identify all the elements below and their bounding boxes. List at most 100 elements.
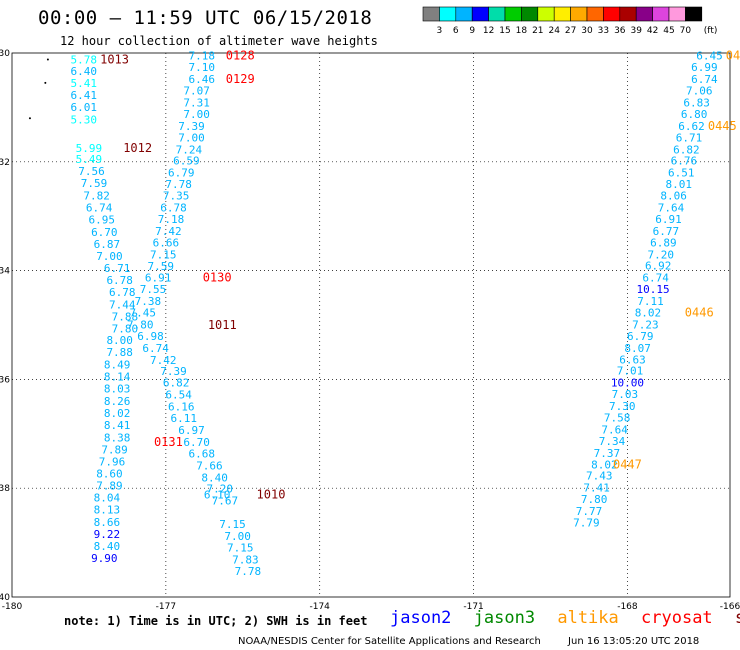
legend-cryosat: cryosat xyxy=(641,608,713,628)
pass-time-marker: 0447 xyxy=(613,457,642,471)
wave-height-label: 8.00 xyxy=(106,334,133,347)
wave-height-label: 7.20 xyxy=(648,248,675,261)
wave-height-label: 7.82 xyxy=(83,190,110,203)
wave-height-label: 6.78 xyxy=(106,274,133,287)
wave-height-label: 6.77 xyxy=(653,225,680,238)
x-tick-label: -174 xyxy=(309,602,330,612)
colorbar-label: 45 xyxy=(663,26,674,36)
wave-height-label: 8.03 xyxy=(104,383,131,396)
y-tick-label: -32 xyxy=(0,158,10,168)
wave-height-label: 8.02 xyxy=(591,458,618,471)
wave-height-label: 6.71 xyxy=(676,131,703,144)
wave-height-label: 5.30 xyxy=(71,113,98,126)
chart-title: 00:00 – 11:59 UTC 06/15/2018 xyxy=(38,7,373,29)
wave-height-label: 7.20 xyxy=(206,483,233,496)
colorbar-unit: (ft) xyxy=(704,26,718,36)
wave-height-label: 7.30 xyxy=(609,400,636,413)
wave-height-label: 9.22 xyxy=(94,528,121,541)
legend-jason3: jason3 xyxy=(473,608,536,628)
colorbar-swatch xyxy=(685,6,703,22)
wave-height-label: 8.49 xyxy=(104,359,131,372)
credit-line: NOAA/NESDIS Center for Satellite Applica… xyxy=(238,636,723,647)
wave-height-label: 7.41 xyxy=(583,482,610,495)
wave-height-label: 10.00 xyxy=(611,377,644,390)
wave-height-label: 6.01 xyxy=(71,101,98,114)
track-dot xyxy=(44,81,47,84)
wave-height-label: 6.59 xyxy=(173,155,200,168)
wave-height-label: 6.62 xyxy=(678,120,705,133)
wave-height-label: 7.88 xyxy=(112,310,139,323)
wave-height-label: 7.45 xyxy=(130,306,157,319)
wave-height-plot: -180 -177 -174 -171 -168 -166 -30 -32 -34 -36 -38 -… xyxy=(0,49,740,612)
wave-height-label: 7.55 xyxy=(140,283,167,296)
wave-height-label: 7.64 xyxy=(601,423,628,436)
colorbar-label: 70 xyxy=(680,26,692,36)
wave-height-label: 7.23 xyxy=(632,318,659,331)
y-tick-label: -34 xyxy=(0,267,10,277)
credit-timestamp: Jun 16 13:05:20 UTC 2018 xyxy=(568,636,700,647)
wave-height-label: 7.07 xyxy=(183,85,210,98)
wave-height-label: 7.24 xyxy=(176,143,203,156)
wave-height-label: 7.67 xyxy=(212,495,239,508)
wave-height-label: 7.15 xyxy=(150,248,177,261)
x-tick-label: -171 xyxy=(463,602,483,612)
wave-height-label: 8.02 xyxy=(635,306,662,319)
plot-frame xyxy=(11,52,731,598)
wave-height-label: 6.78 xyxy=(109,286,136,299)
wave-height-label: 6.82 xyxy=(673,143,700,156)
wave-height-label: 6.54 xyxy=(165,389,192,402)
wave-height-label: 6.45 xyxy=(696,50,723,63)
satellite-legend: jason2 jason3 altika cryosat s3a xyxy=(390,608,740,628)
wave-height-label: 6.76 xyxy=(671,155,698,168)
y-tick-label: -40 xyxy=(0,593,10,603)
wave-height-label: 6.98 xyxy=(137,330,164,343)
y-tick-label: -30 xyxy=(0,49,10,59)
wave-height-label: 6.83 xyxy=(683,97,710,110)
wave-height-label: 6.63 xyxy=(619,353,646,366)
wave-height-label: 7.39 xyxy=(178,120,205,133)
wave-height-label: 6.68 xyxy=(189,447,216,460)
wave-height-label: 7.00 xyxy=(224,530,251,543)
wave-height-label: 7.01 xyxy=(617,365,644,378)
wave-height-label: 7.10 xyxy=(189,61,216,74)
pass-time-marker: 0130 xyxy=(203,271,232,285)
wave-height-label: 7.00 xyxy=(96,250,123,263)
units-note: note: 1) Time is in UTC; 2) SWH is in fe… xyxy=(64,614,368,628)
pass-time-marker: 1012 xyxy=(123,141,152,155)
pass-time-marker: 1013 xyxy=(100,53,129,67)
wave-height-label: 7.80 xyxy=(581,493,608,506)
pass-time-marker: 0446 xyxy=(685,305,714,319)
wave-height-label: 6.87 xyxy=(94,238,121,251)
colorbar-label: 39 xyxy=(630,26,642,36)
wave-height-label: 7.42 xyxy=(155,225,182,238)
wave-height-label: 6.41 xyxy=(71,89,98,102)
wave-height-label: 7.59 xyxy=(81,177,108,190)
wave-height-label: 7.44 xyxy=(109,298,136,311)
track-dot xyxy=(46,58,49,61)
color-scale-bar: 3 6 9 12 15 18 21 24 27 30 33 36 39 42 45 70 (ft) xyxy=(422,6,718,36)
wave-height-label: 7.00 xyxy=(178,131,205,144)
wave-height-label: 6.99 xyxy=(691,61,718,74)
wave-height-label: 8.01 xyxy=(665,178,692,191)
wave-height-label: 8.40 xyxy=(201,471,228,484)
wave-height-label: 7.78 xyxy=(235,565,262,578)
wave-height-label: 8.60 xyxy=(96,468,123,481)
wave-height-label: 8.26 xyxy=(104,395,131,408)
pass-time-marker: 0131 xyxy=(154,435,183,449)
wave-height-label: 7.79 xyxy=(573,516,600,529)
wave-height-label: 6.92 xyxy=(645,260,672,273)
colorbar-label: 33 xyxy=(598,26,609,36)
wave-height-label: 7.11 xyxy=(637,295,664,308)
wave-height-label: 5.99 xyxy=(76,142,103,155)
wave-height-label: 6.95 xyxy=(89,213,116,226)
wave-height-label: 8.13 xyxy=(94,503,121,516)
colorbar-label: 3 xyxy=(437,26,443,36)
pass-time-marker: 0444 xyxy=(726,49,740,63)
colorbar-label: 36 xyxy=(614,26,626,36)
wave-height-label: 6.91 xyxy=(655,213,682,226)
colorbar-label: 42 xyxy=(647,26,658,36)
wave-height-label: 7.77 xyxy=(576,505,603,518)
wave-height-label: 8.38 xyxy=(104,432,131,445)
colorbar-label: 12 xyxy=(483,26,494,36)
wave-height-label: 7.15 xyxy=(227,541,254,554)
